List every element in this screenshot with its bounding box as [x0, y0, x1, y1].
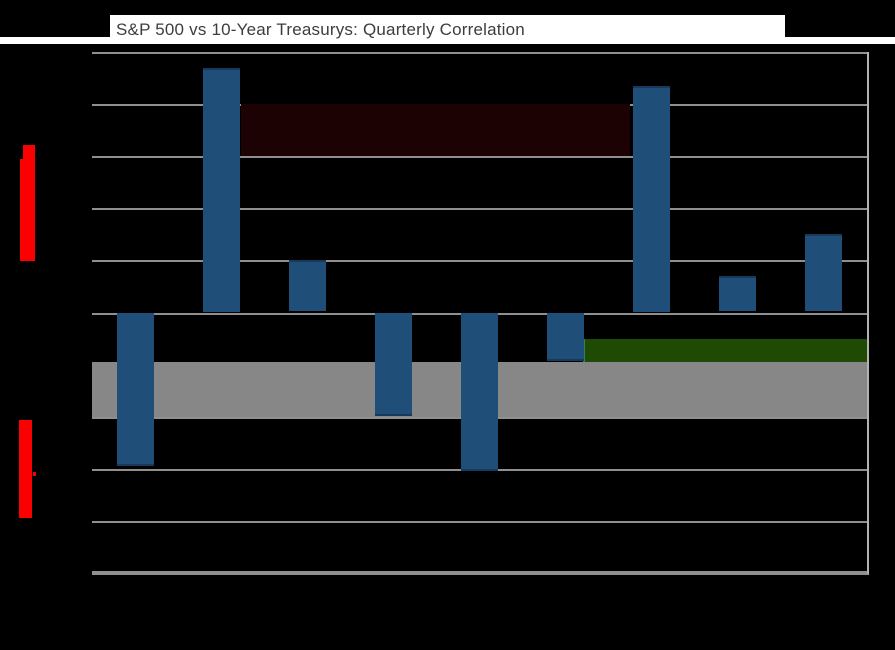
chart-title: S&P 500 vs 10-Year Treasurys: Quarterly …: [116, 19, 525, 39]
highlight-band-green: [583, 339, 867, 362]
gridline: [92, 156, 867, 158]
bar: [289, 260, 326, 311]
gridline: [92, 521, 867, 523]
bar: [547, 313, 584, 361]
left-red-mark-top: [20, 145, 35, 261]
plot-area: [92, 52, 869, 575]
left-red-mark-bottom: [19, 420, 36, 518]
bar: [117, 313, 154, 466]
gridline: [92, 208, 867, 210]
bar: [203, 68, 240, 312]
highlight-band-dark-red: [241, 104, 630, 156]
bar: [633, 86, 670, 312]
gridline: [92, 260, 867, 262]
bar: [805, 234, 842, 311]
gridline: [92, 571, 867, 573]
gridline: [92, 52, 867, 54]
bar: [719, 276, 756, 311]
bar: [375, 313, 412, 416]
bar: [461, 313, 498, 471]
chart-title-box: S&P 500 vs 10-Year Treasurys: Quarterly …: [110, 15, 785, 44]
